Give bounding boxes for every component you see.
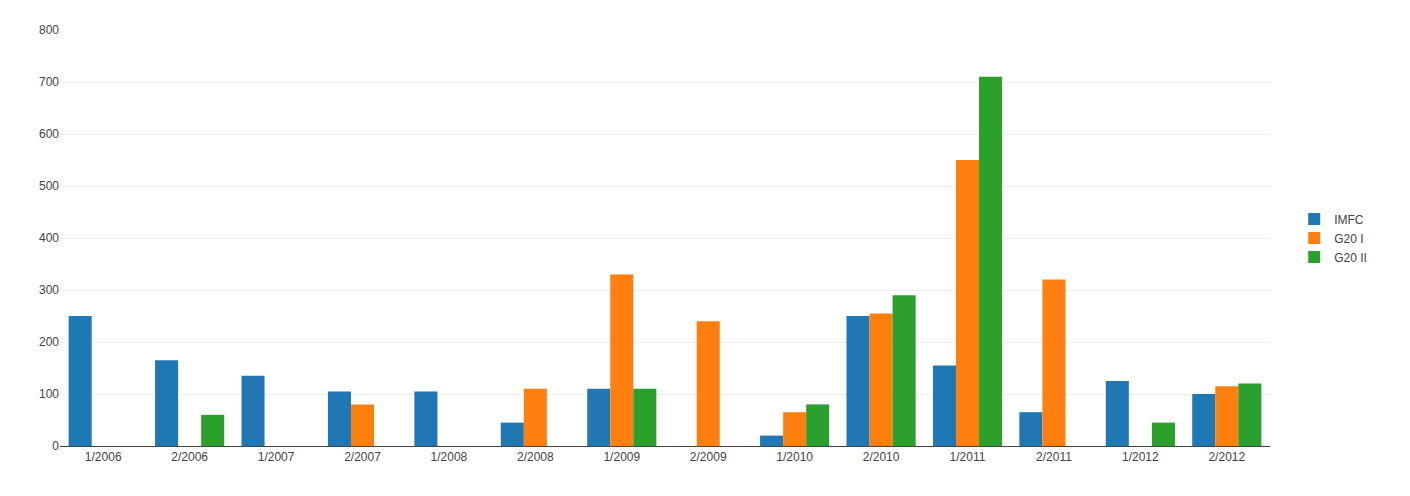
svg-text:1/2011: 1/2011: [950, 450, 986, 464]
svg-text:800: 800: [39, 23, 59, 37]
svg-text:700: 700: [39, 75, 59, 89]
svg-text:300: 300: [39, 283, 59, 297]
svg-text:1/2006: 1/2006: [85, 450, 122, 464]
svg-text:0: 0: [52, 439, 59, 453]
svg-text:400: 400: [39, 231, 59, 245]
svg-text:1/2007: 1/2007: [258, 450, 295, 464]
svg-text:100: 100: [39, 387, 59, 401]
svg-text:G20 I: G20 I: [1334, 232, 1363, 246]
svg-text:2/2008: 2/2008: [517, 450, 554, 464]
svg-text:1/2012: 1/2012: [1122, 450, 1159, 464]
svg-text:2/2009: 2/2009: [690, 450, 727, 464]
svg-text:500: 500: [39, 179, 59, 193]
svg-text:G20 II: G20 II: [1334, 251, 1367, 265]
svg-text:200: 200: [39, 335, 59, 349]
svg-text:2/2011: 2/2011: [1036, 450, 1072, 464]
svg-text:2/2007: 2/2007: [344, 450, 381, 464]
svg-text:600: 600: [39, 127, 59, 141]
svg-text:1/2008: 1/2008: [431, 450, 468, 464]
svg-text:2/2012: 2/2012: [1208, 450, 1245, 464]
svg-text:2/2010: 2/2010: [863, 450, 900, 464]
svg-text:IMFC: IMFC: [1334, 213, 1364, 227]
svg-text:1/2009: 1/2009: [603, 450, 640, 464]
svg-text:2/2006: 2/2006: [171, 450, 208, 464]
svg-text:1/2010: 1/2010: [776, 450, 813, 464]
